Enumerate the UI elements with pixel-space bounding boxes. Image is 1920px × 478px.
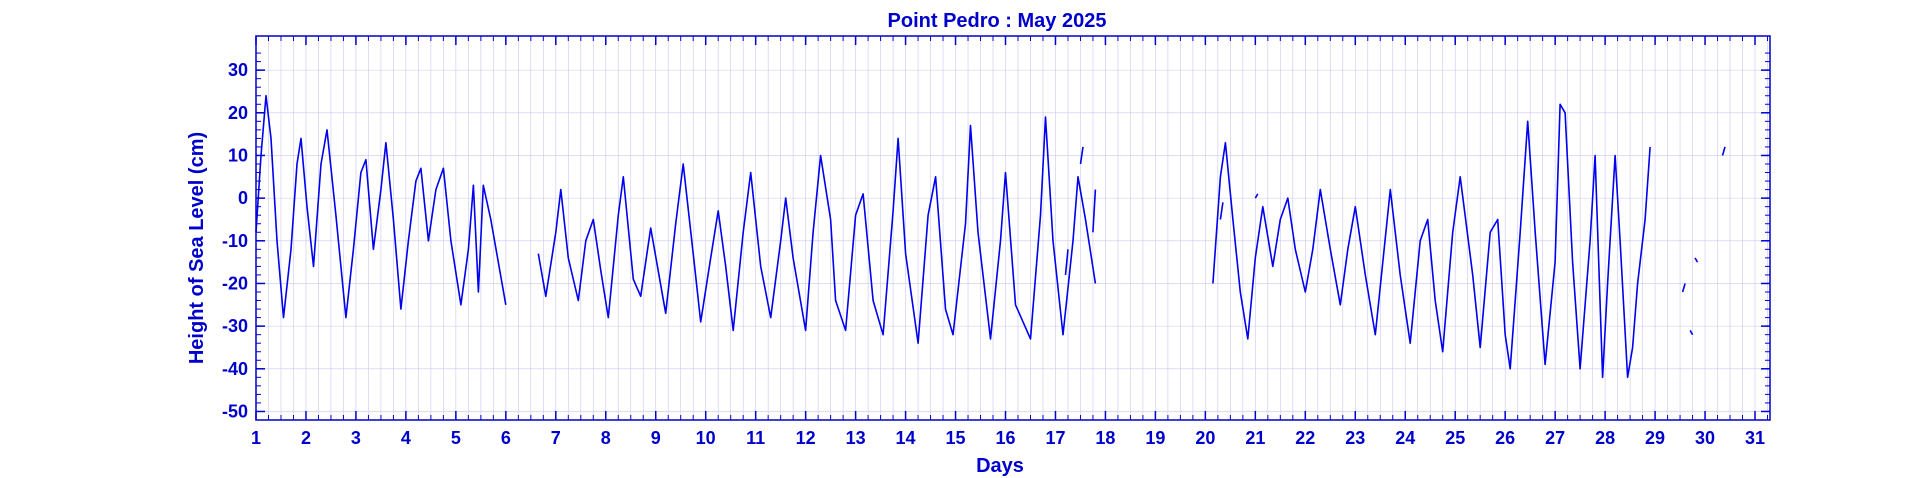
x-tick-label: 29 <box>1645 428 1665 448</box>
y-axis-label: Height of Sea Level (cm) <box>186 132 208 364</box>
sea-level-fragment <box>1219 202 1224 220</box>
x-tick-label: 2 <box>301 428 311 448</box>
x-tick-label: 26 <box>1495 428 1515 448</box>
sea-level-series-segment <box>537 116 1097 345</box>
plot-frame <box>255 35 1771 421</box>
y-tick-label: 0 <box>238 188 248 208</box>
y-tick-label: -50 <box>222 401 248 421</box>
x-tick-label: 12 <box>796 428 816 448</box>
sea-level-fragment <box>1681 283 1686 293</box>
x-tick-label: 17 <box>1045 428 1065 448</box>
y-tick-label: 30 <box>228 60 248 80</box>
x-tick-label: 16 <box>995 428 1015 448</box>
sea-level-fragment <box>1079 146 1084 165</box>
x-tick-label: 14 <box>896 428 916 448</box>
x-tick-label: 24 <box>1395 428 1415 448</box>
x-tick-label: 30 <box>1695 428 1715 448</box>
x-tick-label: 28 <box>1595 428 1615 448</box>
x-tick-label: 20 <box>1195 428 1215 448</box>
x-tick-label: 6 <box>501 428 511 448</box>
y-tick-label: -30 <box>222 316 248 336</box>
sea-level-series-segment <box>1212 103 1651 379</box>
grid-layer <box>255 36 1770 420</box>
y-tick-label: 20 <box>228 103 248 123</box>
sea-level-fragment <box>1092 189 1097 233</box>
x-tick-label: 19 <box>1145 428 1165 448</box>
x-tick-label: 23 <box>1345 428 1365 448</box>
x-tick-label: 3 <box>351 428 361 448</box>
chart-title: Point Pedro : May 2025 <box>888 10 1107 32</box>
x-tick-label: 21 <box>1245 428 1265 448</box>
x-tick-label: 5 <box>451 428 461 448</box>
sea-level-fragment <box>1064 249 1069 275</box>
y-tick-label: -10 <box>222 231 248 251</box>
x-tick-label: 1 <box>251 428 261 448</box>
y-tick-label: 10 <box>228 145 248 165</box>
x-tick-label: 22 <box>1295 428 1315 448</box>
sea-level-fragment <box>1689 329 1694 336</box>
x-tick-label: 25 <box>1445 428 1465 448</box>
sea-level-series-segment <box>255 94 507 319</box>
x-tick-label: 15 <box>946 428 966 448</box>
tick-layer: 1 2 3 4 5 6 7 8 9 10 11 12 13 14 15 16 17 18 19 20 21 22 23 24 2… <box>222 36 1770 448</box>
x-tick-label: 11 <box>746 428 765 448</box>
x-tick-label: 4 <box>401 428 411 448</box>
x-tick-label: 9 <box>651 428 661 448</box>
y-tick-label: -40 <box>222 359 248 379</box>
series-layer <box>255 94 1726 379</box>
x-axis-label: Days <box>976 455 1024 477</box>
x-tick-label: 31 <box>1745 428 1765 448</box>
x-tick-label: 13 <box>846 428 866 448</box>
x-tick-label: 7 <box>551 428 561 448</box>
x-tick-label: 27 <box>1545 428 1565 448</box>
x-tick-label: 10 <box>696 428 716 448</box>
x-tick-label: 8 <box>601 428 611 448</box>
x-tick-label: 18 <box>1095 428 1115 448</box>
sea-level-fragment <box>1254 193 1259 199</box>
sea-level-fragment <box>1694 257 1699 263</box>
sea-level-fragment <box>1721 146 1726 156</box>
y-tick-label: -20 <box>222 273 248 293</box>
